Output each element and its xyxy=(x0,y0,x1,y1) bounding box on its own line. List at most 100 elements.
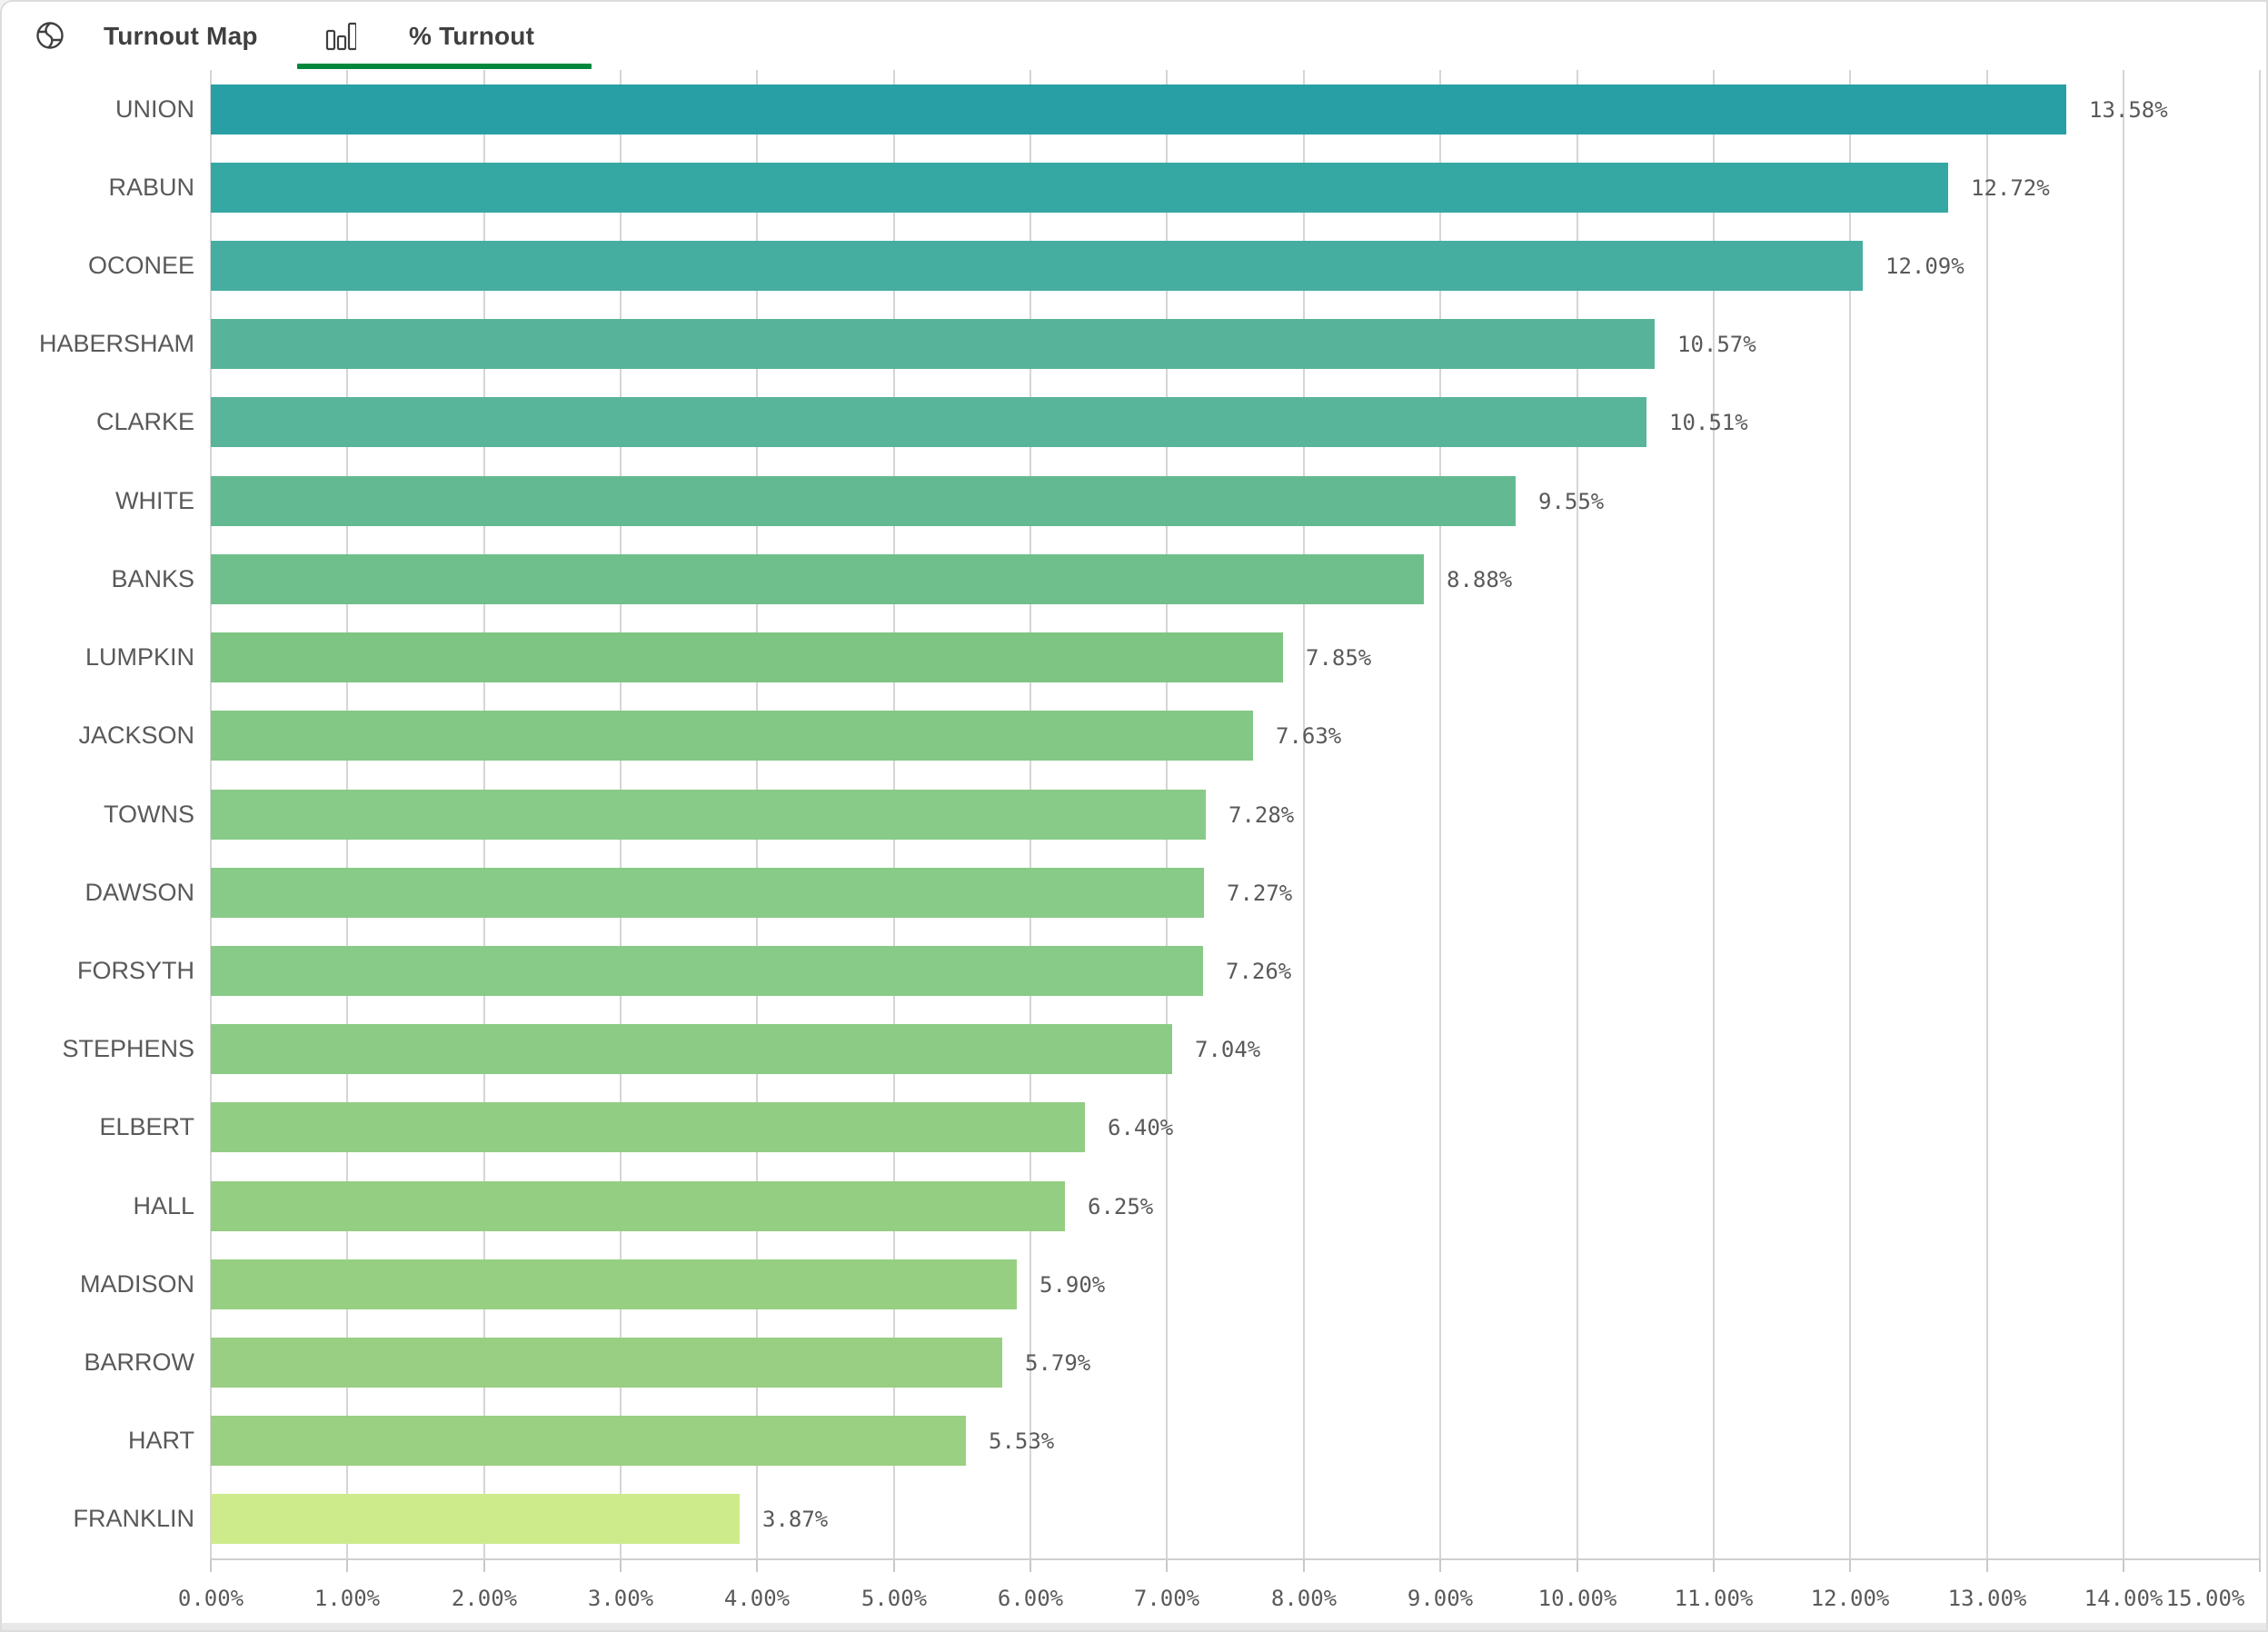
x-axis-tick-label: 14.00% xyxy=(2084,1586,2164,1611)
value-label: 7.04% xyxy=(1195,1036,1261,1062)
x-axis-tick-label: 12.00% xyxy=(1810,1586,1890,1611)
x-axis-tick-label: 0.00% xyxy=(177,1586,244,1611)
gridline xyxy=(1303,70,1305,1558)
category-label[interactable]: LUMPKIN xyxy=(85,642,194,671)
axis-tick xyxy=(1577,1560,1578,1572)
bar[interactable] xyxy=(211,476,1516,526)
axis-tick xyxy=(1849,1560,1851,1572)
category-label[interactable]: JACKSON xyxy=(78,721,194,749)
category-label[interactable]: HART xyxy=(127,1426,194,1454)
category-label[interactable]: CLARKE xyxy=(95,407,194,435)
x-axis-tick-label: 8.00% xyxy=(1270,1586,1338,1611)
category-label[interactable]: WHITE xyxy=(115,486,194,514)
axis-tick xyxy=(1986,1560,1988,1572)
x-axis-line xyxy=(210,1558,2261,1560)
value-label: 5.79% xyxy=(1025,1349,1091,1376)
bar[interactable] xyxy=(211,1416,966,1466)
category-label[interactable]: RABUN xyxy=(108,173,194,201)
x-axis-tick-label: 2.00% xyxy=(451,1586,518,1611)
bar[interactable] xyxy=(211,1102,1085,1152)
axis-tick xyxy=(210,1560,212,1572)
bar[interactable] xyxy=(211,1338,1002,1388)
axis-tick xyxy=(620,1560,622,1572)
bar[interactable] xyxy=(211,397,1646,447)
axis-tick xyxy=(1713,1560,1715,1572)
axis-tick xyxy=(1166,1560,1168,1572)
bar[interactable] xyxy=(211,790,1206,840)
x-axis-tick-label: 11.00% xyxy=(1674,1586,1754,1611)
value-label: 7.28% xyxy=(1228,801,1295,828)
axis-tick xyxy=(756,1560,758,1572)
category-label[interactable]: HABERSHAM xyxy=(38,329,194,357)
axis-tick xyxy=(483,1560,485,1572)
x-axis-tick-label: 5.00% xyxy=(860,1586,928,1611)
gridline xyxy=(1713,70,1715,1558)
globe-icon xyxy=(35,20,65,55)
category-label[interactable]: FRANKLIN xyxy=(73,1504,194,1532)
category-label[interactable]: ELBERT xyxy=(99,1112,194,1140)
value-label: 8.88% xyxy=(1447,566,1513,592)
category-label[interactable]: HALL xyxy=(133,1191,194,1219)
tab-turnout-map[interactable]: Turnout Map xyxy=(20,2,293,71)
category-label[interactable]: UNION xyxy=(115,95,194,123)
gridline xyxy=(1986,70,1988,1558)
bar[interactable] xyxy=(211,868,1204,918)
x-axis-tick-label: 3.00% xyxy=(587,1586,654,1611)
value-label: 12.09% xyxy=(1885,253,1965,279)
bar[interactable] xyxy=(211,1259,1017,1309)
bar[interactable] xyxy=(211,1024,1172,1074)
gridline xyxy=(1577,70,1578,1558)
axis-tick xyxy=(1439,1560,1441,1572)
axis-tick xyxy=(2259,1560,2261,1572)
turnout-bar-chart: 0.00% 1.00% 2.00% 3.00% 4.00% 5.00% 6.00% 7.00%… xyxy=(2,70,2266,1630)
axis-tick xyxy=(2123,1560,2124,1572)
x-axis-tick-label: 4.00% xyxy=(723,1586,791,1611)
gridline xyxy=(1439,70,1441,1558)
axis-tick xyxy=(346,1560,348,1572)
x-axis-tick-label: 7.00% xyxy=(1133,1586,1200,1611)
bar[interactable] xyxy=(211,319,1655,369)
x-axis-tick-label: 10.00% xyxy=(1537,1586,1617,1611)
gridline xyxy=(2259,70,2261,1558)
bar[interactable] xyxy=(211,554,1424,604)
bar[interactable] xyxy=(211,85,2066,134)
bar[interactable] xyxy=(211,1181,1065,1231)
x-axis-tick-label: 6.00% xyxy=(997,1586,1064,1611)
category-label[interactable]: FORSYTH xyxy=(76,956,194,984)
tab-turnout-map-label: Turnout Map xyxy=(104,22,258,50)
x-axis-tick-label: 9.00% xyxy=(1407,1586,1474,1611)
value-label: 10.51% xyxy=(1669,409,1748,435)
value-label: 13.58% xyxy=(2089,96,2168,123)
bar[interactable] xyxy=(211,711,1253,761)
value-label: 9.55% xyxy=(1538,488,1605,514)
value-label: 5.90% xyxy=(1040,1271,1106,1298)
bar[interactable] xyxy=(211,946,1203,996)
value-label: 12.72% xyxy=(1971,174,2050,201)
category-label[interactable]: STEPHENS xyxy=(62,1034,194,1062)
axis-tick xyxy=(1030,1560,1031,1572)
active-tab-underline xyxy=(297,64,592,69)
value-label: 7.85% xyxy=(1306,644,1372,671)
value-label: 6.40% xyxy=(1108,1114,1174,1140)
tab-percent-turnout[interactable]: % Turnout xyxy=(297,2,592,71)
value-label: 6.25% xyxy=(1088,1193,1154,1219)
value-label: 10.57% xyxy=(1677,331,1756,357)
value-label: 5.53% xyxy=(989,1428,1055,1454)
value-label: 3.87% xyxy=(762,1506,829,1532)
category-label[interactable]: BANKS xyxy=(111,564,194,592)
category-label[interactable]: BARROW xyxy=(84,1348,195,1376)
bar[interactable] xyxy=(211,163,1948,213)
value-label: 7.27% xyxy=(1227,880,1293,906)
bar[interactable] xyxy=(211,1494,740,1544)
category-label[interactable]: TOWNS xyxy=(104,800,194,828)
value-label: 7.63% xyxy=(1276,722,1342,749)
bar[interactable] xyxy=(211,241,1863,291)
category-label[interactable]: MADISON xyxy=(79,1269,194,1298)
bar[interactable] xyxy=(211,632,1283,682)
axis-tick xyxy=(1303,1560,1305,1572)
category-label[interactable]: DAWSON xyxy=(85,878,195,906)
tab-percent-turnout-label: % Turnout xyxy=(409,22,535,50)
value-label: 7.26% xyxy=(1226,958,1292,984)
category-label[interactable]: OCONEE xyxy=(87,251,194,279)
